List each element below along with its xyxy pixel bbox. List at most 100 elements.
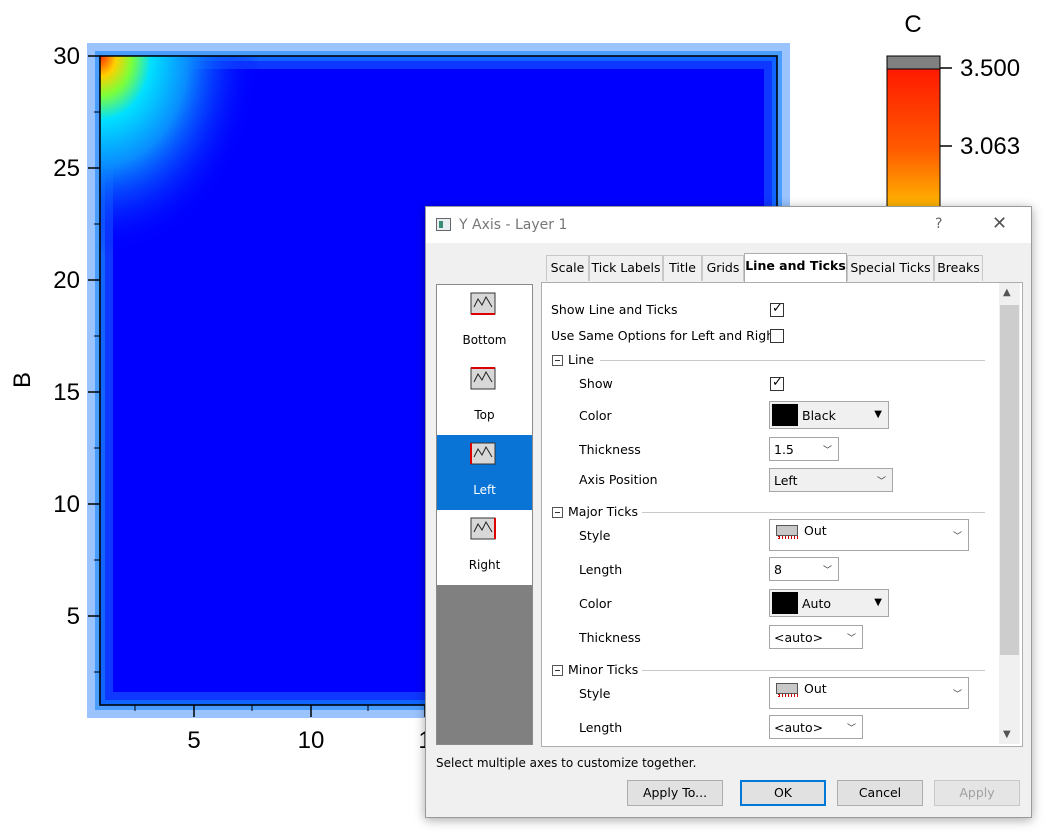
window-icon (436, 218, 451, 231)
panel-scrollbar[interactable]: ▲ ▼ (999, 283, 1020, 744)
minor-ticks-group-header: Minor Ticks (568, 662, 639, 677)
tab-grids[interactable]: Grids (702, 255, 744, 281)
collapse-icon[interactable] (552, 507, 563, 518)
colorbar: C 3.500 3.063 (886, 11, 1020, 215)
show-line-ticks-checkbox[interactable]: ✓ (770, 301, 784, 317)
colorbar-title: C (904, 11, 921, 38)
right-axis-icon (470, 517, 496, 540)
axis-item-label: Top (474, 408, 495, 422)
line-color-dropdown[interactable]: Black ▼ (769, 401, 889, 429)
show-line-ticks-label: Show Line and Ticks (551, 302, 678, 317)
apply-to-button[interactable]: Apply To... (627, 780, 723, 806)
hint-text: Select multiple axes to customize togeth… (436, 756, 697, 770)
major-thickness-combo[interactable]: <auto> ﹀ (769, 625, 863, 649)
dialog-titlebar[interactable]: Y Axis - Layer 1 ? ✕ (426, 207, 1031, 243)
axis-item-bottom[interactable]: Bottom (437, 285, 532, 360)
chevron-down-icon: ﹀ (822, 446, 832, 456)
line-thickness-combo[interactable]: 1.5 ﹀ (769, 437, 839, 461)
chevron-down-icon: ﹀ (952, 690, 962, 700)
dropdown-arrow-icon: ▼ (874, 409, 882, 420)
major-thickness-value: <auto> (774, 630, 824, 645)
y-tick-label: 10 (53, 491, 80, 518)
y-axis: 30 25 20 15 10 5 (53, 43, 100, 673)
chevron-down-icon: ﹀ (822, 566, 832, 576)
x-tick-label: 5 (187, 727, 200, 754)
major-color-value: Auto (802, 596, 832, 611)
axis-item-label: Left (473, 483, 496, 497)
scrollbar-thumb[interactable] (1000, 305, 1019, 655)
cancel-button[interactable]: Cancel (837, 780, 923, 806)
tab-scale[interactable]: Scale (546, 255, 589, 281)
scroll-up-icon[interactable]: ▲ (1003, 287, 1011, 298)
collapse-icon[interactable] (552, 665, 563, 676)
axis-item-right[interactable]: Right (437, 510, 532, 585)
major-length-combo[interactable]: 8 ﹀ (769, 557, 839, 581)
scroll-down-icon[interactable]: ▼ (1003, 729, 1011, 740)
major-color-dropdown[interactable]: Auto ▼ (769, 589, 889, 617)
major-length-label: Length (579, 562, 623, 577)
y-tick-label: 5 (67, 603, 80, 630)
y-tick-label: 25 (53, 155, 80, 182)
minor-length-value: <auto> (774, 720, 824, 735)
same-options-label: Use Same Options for Left and Right (551, 328, 780, 343)
color-swatch (772, 404, 798, 426)
tab-breaks[interactable]: Breaks (934, 255, 983, 281)
tab-title[interactable]: Title (663, 255, 702, 281)
color-swatch (772, 592, 798, 614)
chevron-down-icon: ﹀ (846, 634, 856, 644)
collapse-icon[interactable] (552, 355, 563, 366)
line-color-value: Black (802, 408, 836, 423)
minor-length-combo[interactable]: <auto> ﹀ (769, 715, 863, 739)
major-length-value: 8 (774, 562, 782, 577)
axis-position-label: Axis Position (579, 472, 658, 487)
chevron-down-icon: ﹀ (846, 724, 856, 734)
axis-position-value: Left (774, 473, 798, 488)
major-color-label: Color (579, 596, 612, 611)
tab-line-and-ticks[interactable]: Line and Ticks (744, 253, 847, 282)
major-style-dropdown[interactable]: Out ﹀ (769, 519, 969, 551)
top-axis-icon (470, 367, 496, 390)
line-color-label: Color (579, 408, 612, 423)
line-thickness-value: 1.5 (774, 442, 794, 457)
ok-button[interactable]: OK (740, 780, 826, 806)
apply-button[interactable]: Apply (934, 780, 1020, 806)
axis-item-left[interactable]: Left (437, 435, 532, 510)
colorbar-tick-label: 3.500 (960, 55, 1020, 82)
line-show-checkbox[interactable]: ✓ (770, 375, 784, 391)
tab-tick-labels[interactable]: Tick Labels (589, 255, 663, 281)
y-tick-label: 30 (53, 43, 80, 70)
y-axis-dialog: Y Axis - Layer 1 ? ✕ Scale Tick Labels T… (425, 206, 1032, 818)
axis-item-top[interactable]: Top (437, 360, 532, 435)
minor-style-label: Style (579, 686, 611, 701)
minor-length-label: Length (579, 720, 623, 735)
axis-item-label: Bottom (462, 333, 507, 347)
axis-position-select[interactable]: Left ﹀ (769, 468, 893, 492)
major-thickness-label: Thickness (579, 630, 641, 645)
line-show-label: Show (579, 376, 613, 391)
major-style-value: Out (804, 523, 827, 538)
same-options-checkbox[interactable] (770, 329, 784, 343)
y-axis-label: B (9, 372, 36, 388)
chevron-down-icon: ﹀ (952, 532, 962, 542)
axis-item-label: Right (468, 558, 501, 572)
colorbar-tick-label: 3.063 (960, 133, 1020, 160)
minor-style-value: Out (804, 681, 827, 696)
left-axis-icon (470, 442, 496, 465)
check-icon: ✓ (772, 375, 783, 390)
tick-style-icon (776, 683, 798, 697)
dropdown-arrow-icon: ▼ (874, 597, 882, 608)
dialog-title: Y Axis - Layer 1 (459, 217, 568, 233)
line-group-header: Line (568, 352, 595, 367)
x-tick-label: 10 (298, 727, 325, 754)
help-button[interactable]: ? (935, 216, 943, 232)
line-thickness-label: Thickness (579, 442, 641, 457)
group-divider (600, 360, 985, 361)
tab-special-ticks[interactable]: Special Ticks (847, 255, 934, 281)
chevron-down-icon: ﹀ (876, 477, 886, 487)
axes-list: Bottom Top Left Right (436, 284, 533, 745)
y-tick-label: 20 (53, 267, 80, 294)
close-button[interactable]: ✕ (992, 213, 1008, 234)
major-ticks-group-header: Major Ticks (568, 504, 639, 519)
minor-style-dropdown[interactable]: Out ﹀ (769, 677, 969, 709)
group-divider (642, 512, 985, 513)
